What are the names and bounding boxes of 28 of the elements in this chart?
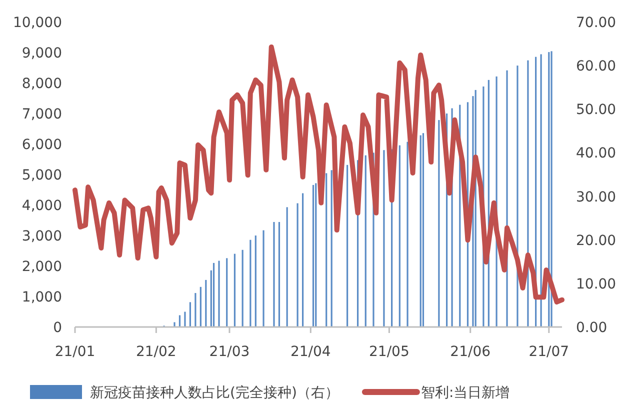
legend-label: 智利:当日新增 — [420, 385, 510, 401]
y-tick-label: 5,000 — [22, 168, 62, 184]
legend-label: 新冠疫苗接种人数占比(完全接种)（右） — [90, 385, 339, 401]
y2-tick-label: 70.00 — [576, 15, 616, 31]
y-tick-label: 7,000 — [22, 106, 62, 122]
y-tick-label: 6,000 — [22, 137, 62, 153]
y-tick-label: 3,000 — [22, 228, 62, 244]
y-tick-label: 10,000 — [13, 15, 62, 31]
x-tick-label: 21/05 — [369, 344, 410, 360]
x-tick-label: 21/02 — [136, 344, 176, 360]
x-tick-label: 21/04 — [290, 344, 331, 360]
y2-tick-label: 30.00 — [576, 189, 616, 206]
y-tick-label: 9,000 — [22, 46, 62, 62]
y2-tick-label: 20.00 — [576, 232, 616, 249]
y2-tick-label: 10.00 — [576, 276, 616, 292]
x-tick-label: 21/03 — [209, 344, 250, 360]
y-tick-label: 4,000 — [22, 198, 62, 214]
y-tick-label: 8,000 — [22, 76, 62, 92]
x-tick-label: 21/06 — [450, 344, 491, 360]
y2-tick-label: 50.00 — [576, 102, 616, 118]
y-tick-label: 1,000 — [22, 290, 62, 306]
y-tick-label: 0 — [53, 320, 62, 336]
x-tick-label: 21/07 — [528, 344, 570, 360]
y2-tick-label: 40.00 — [576, 146, 616, 162]
y2-tick-label: 0.00 — [576, 320, 608, 336]
y-tick-label: 2,000 — [22, 259, 62, 275]
y2-tick-label: 60.00 — [576, 58, 616, 75]
x-tick-label: 21/01 — [54, 344, 96, 360]
